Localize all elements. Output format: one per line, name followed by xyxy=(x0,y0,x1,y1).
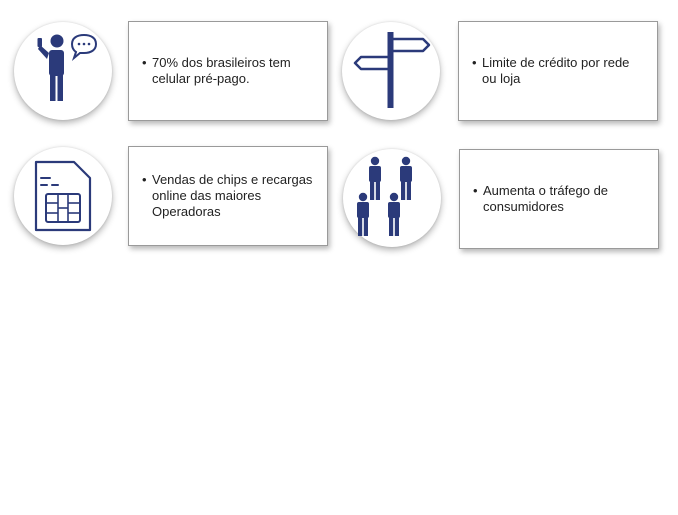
icon-circle-prepaid xyxy=(14,22,112,120)
card-label: Aumenta o tráfego de consumidores xyxy=(483,183,609,214)
bullet-mark: • xyxy=(473,183,478,198)
bullet-mark: • xyxy=(142,172,147,187)
card-text: • Vendas de chips e recargas online das … xyxy=(142,172,317,220)
card-label: 70% dos brasileiros tem celular pré-pago… xyxy=(152,55,291,86)
card-text: • 70% dos brasileiros tem celular pré-pa… xyxy=(142,55,317,87)
sim-card-icon xyxy=(34,160,92,232)
card-consumer-traffic: • Aumenta o tráfego de consumidores xyxy=(459,149,659,249)
icon-circle-credit-limit xyxy=(342,22,440,120)
people-group-icon xyxy=(357,156,412,236)
card-prepaid: • 70% dos brasileiros tem celular pré-pa… xyxy=(128,21,328,121)
icon-circle-traffic xyxy=(343,149,441,247)
card-label: Vendas de chips e recargas online das ma… xyxy=(152,172,313,219)
card-chips-recharges: • Vendas de chips e recargas online das … xyxy=(128,146,328,246)
card-credit-limit: • Limite de crédito por rede ou loja xyxy=(458,21,658,121)
card-label: Limite de crédito por rede ou loja xyxy=(482,55,630,86)
bullet-mark: • xyxy=(472,55,477,70)
card-text: • Limite de crédito por rede ou loja xyxy=(472,55,647,87)
card-text: • Aumenta o tráfego de consumidores xyxy=(473,183,648,215)
icon-circle-chips xyxy=(14,147,112,245)
bullet-mark: • xyxy=(142,55,147,70)
person-speech-bubble-icon xyxy=(37,33,98,101)
signpost-icon xyxy=(353,32,431,108)
